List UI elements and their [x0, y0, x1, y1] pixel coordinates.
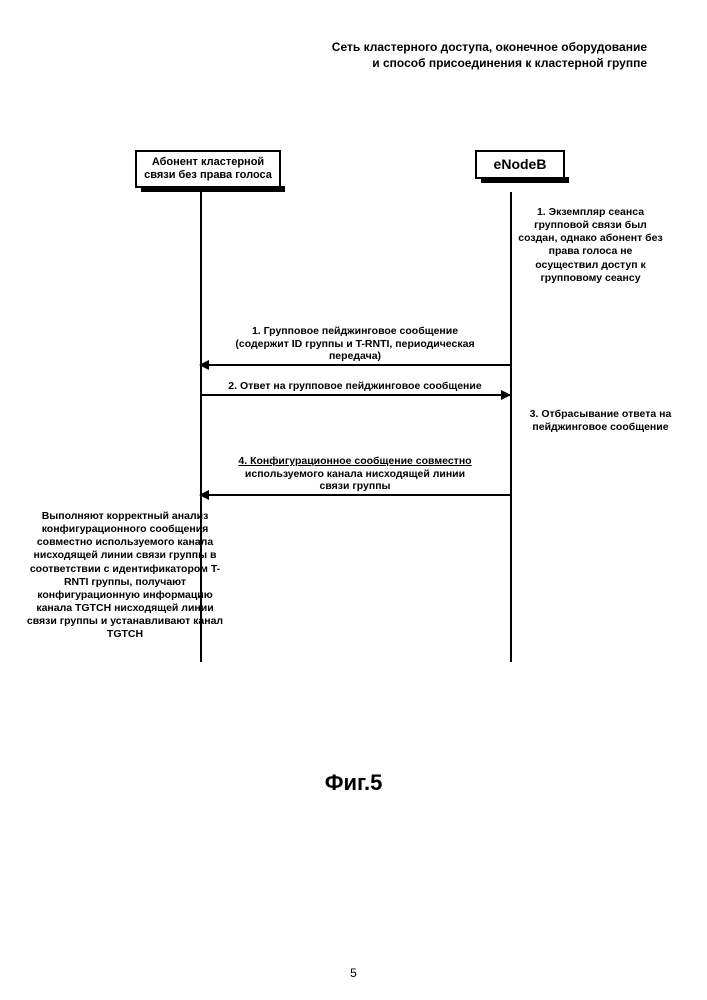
lifeline-right	[510, 192, 512, 662]
note-step3-text: 3. Отбрасывание ответа на пейджинговое с…	[530, 408, 672, 433]
message-paging-response: 2. Ответ на групповое пейджинговое сообщ…	[70, 380, 640, 396]
msg2-line0: 2. Ответ на групповое пейджинговое сообщ…	[220, 380, 490, 393]
msg1-label: 1. Групповое пейджинговое сообщение (сод…	[220, 325, 490, 363]
participant-subscriber: Абонент кластерной связи без права голос…	[135, 150, 281, 188]
arrow-right-icon	[200, 394, 510, 396]
header-title: Сеть кластерного доступа, оконечное обор…	[332, 40, 647, 70]
msg4-line0: 4. Конфигурационное сообщение совместно	[220, 455, 490, 468]
participant-right-label: eNodeB	[494, 156, 547, 172]
message-paging: 1. Групповое пейджинговое сообщение (сод…	[70, 325, 640, 366]
figure-label: Фиг.5	[0, 770, 707, 796]
page-header: Сеть кластерного доступа, оконечное обор…	[327, 40, 647, 71]
participant-enodeb: eNodeB	[475, 150, 565, 179]
box-shadow	[141, 186, 285, 192]
note-analysis: Выполняют корректный анализ конфигурацио…	[20, 510, 230, 641]
msg1-line0: 1. Групповое пейджинговое сообщение	[220, 325, 490, 338]
msg4-line1: используемого канала нисходящей линии	[220, 468, 490, 481]
msg1-line1: (содержит ID группы и T-RNTI, периодичес…	[220, 338, 490, 363]
participant-left-label: Абонент кластерной связи без права голос…	[144, 156, 272, 181]
box-shadow	[481, 177, 569, 183]
arrow-left-icon	[200, 494, 510, 496]
page-number: 5	[0, 966, 707, 980]
msg4-label: 4. Конфигурационное сообщение совместно …	[220, 455, 490, 493]
message-config: 4. Конфигурационное сообщение совместно …	[70, 455, 640, 496]
note-analysis-text: Выполняют корректный анализ конфигурацио…	[27, 510, 223, 640]
sequence-diagram: Абонент кластерной связи без права голос…	[70, 150, 640, 700]
note-step1-text: 1. Экземпляр сеанса групповой связи был …	[518, 206, 662, 284]
arrow-left-icon	[200, 364, 510, 366]
msg4-line2: связи группы	[220, 480, 490, 493]
page-number-text: 5	[350, 966, 357, 980]
msg2-label: 2. Ответ на групповое пейджинговое сообщ…	[220, 380, 490, 393]
figure-label-text: Фиг.5	[325, 770, 383, 795]
note-step1: 1. Экземпляр сеанса групповой связи был …	[518, 206, 663, 285]
note-step3: 3. Отбрасывание ответа на пейджинговое с…	[518, 408, 683, 434]
